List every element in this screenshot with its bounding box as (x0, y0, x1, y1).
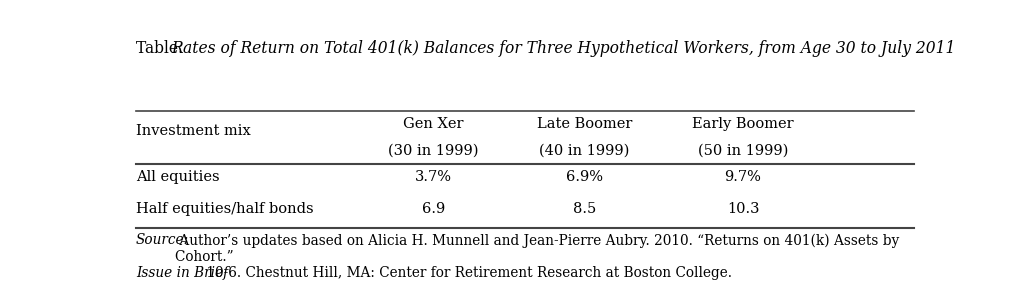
Text: (30 in 1999): (30 in 1999) (388, 144, 479, 158)
Text: (50 in 1999): (50 in 1999) (697, 144, 788, 158)
Text: 8.5: 8.5 (572, 202, 596, 216)
Text: All equities: All equities (136, 170, 219, 184)
Text: Source:: Source: (136, 233, 189, 247)
Text: Author’s updates based on Alicia H. Munnell and Jean-Pierre Aubry. 2010. “Return: Author’s updates based on Alicia H. Munn… (175, 233, 899, 264)
Text: 6.9%: 6.9% (566, 170, 603, 184)
Text: 10-6. Chestnut Hill, MA: Center for Retirement Research at Boston College.: 10-6. Chestnut Hill, MA: Center for Reti… (202, 266, 732, 280)
Text: Late Boomer: Late Boomer (537, 117, 632, 131)
Text: Rates of Return on Total 401(k) Balances for Three Hypothetical Workers, from Ag: Rates of Return on Total 401(k) Balances… (171, 40, 955, 57)
Text: Investment mix: Investment mix (136, 124, 251, 137)
Text: 3.7%: 3.7% (415, 170, 452, 184)
Text: 6.9: 6.9 (422, 202, 445, 216)
Text: 9.7%: 9.7% (725, 170, 762, 184)
Text: Issue in Brief: Issue in Brief (136, 266, 228, 280)
Text: Table.: Table. (136, 40, 187, 57)
Text: Gen Xer: Gen Xer (403, 117, 464, 131)
Text: Early Boomer: Early Boomer (692, 117, 794, 131)
Text: Half equities/half bonds: Half equities/half bonds (136, 202, 313, 216)
Text: (40 in 1999): (40 in 1999) (539, 144, 630, 158)
Text: 10.3: 10.3 (727, 202, 759, 216)
